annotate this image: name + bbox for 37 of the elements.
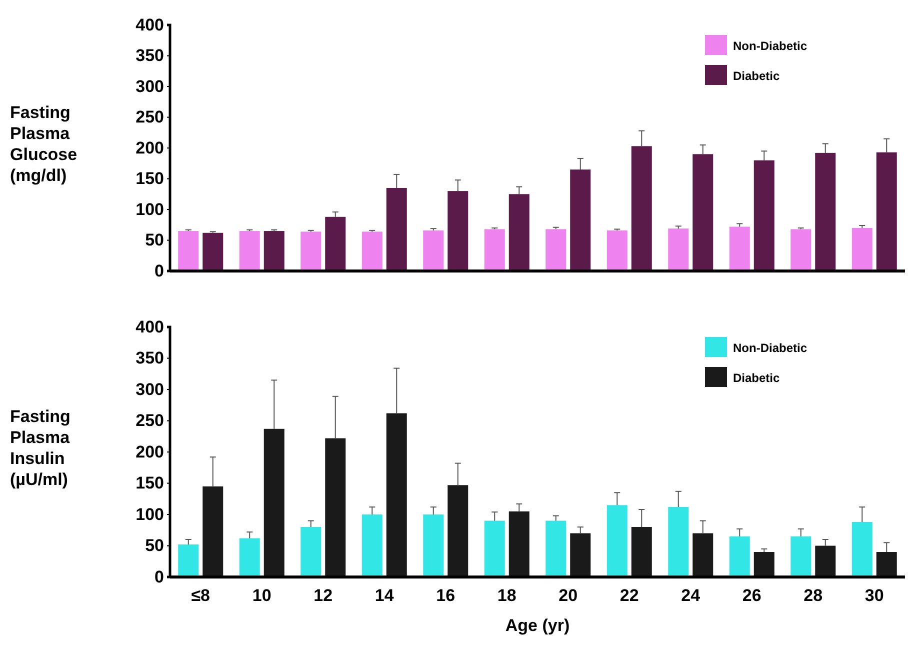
legend-label: Non-Diabetic (733, 39, 808, 53)
y-tick-label: 200 (136, 442, 164, 462)
y-axis-title: Fasting Plasma Insulin (µU/ml) (10, 407, 70, 489)
y-tick-label: 350 (136, 46, 164, 66)
y-tick-label: 0 (154, 261, 164, 280)
y-tick-label: 250 (136, 411, 164, 430)
legend-label: Diabetic (733, 371, 780, 385)
y-tick-label: 350 (136, 348, 164, 368)
legend-label: Diabetic (733, 69, 780, 83)
x-tick-label: ≤8 (191, 586, 210, 605)
x-tick-label: 20 (558, 586, 578, 605)
y-tick-label: 100 (136, 200, 164, 219)
x-tick-label: 22 (620, 586, 639, 605)
y-tick-label: 150 (136, 169, 164, 188)
x-tick-label: 26 (742, 586, 762, 605)
y-tick-label: 0 (154, 567, 164, 586)
x-tick-label: 24 (681, 586, 701, 605)
y-axis-title: Fasting Plasma Glucose (mg/dl) (10, 103, 78, 185)
x-tick-label: 14 (374, 586, 394, 605)
y-tick-label: 50 (145, 230, 164, 250)
y-tick-label: 300 (136, 380, 164, 399)
y-tick-label: 100 (136, 504, 164, 524)
y-tick-label: 150 (136, 474, 164, 493)
y-tick-label: 250 (136, 108, 164, 127)
x-tick-label: 10 (252, 586, 272, 605)
y-tick-label: 400 (136, 317, 164, 336)
x-tick-label: 12 (314, 586, 333, 605)
x-tick-label: 18 (497, 586, 516, 605)
x-axis-title: Age (yr) (505, 616, 570, 635)
y-tick-label: 50 (145, 536, 164, 556)
x-tick-label: 30 (864, 586, 884, 605)
legend-label: Non-Diabetic (733, 341, 808, 355)
y-tick-label: 300 (136, 76, 164, 96)
x-tick-label: 28 (804, 586, 823, 605)
y-tick-label: 200 (136, 138, 164, 158)
y-tick-label: 400 (136, 15, 164, 34)
x-tick-label: 16 (436, 586, 456, 605)
